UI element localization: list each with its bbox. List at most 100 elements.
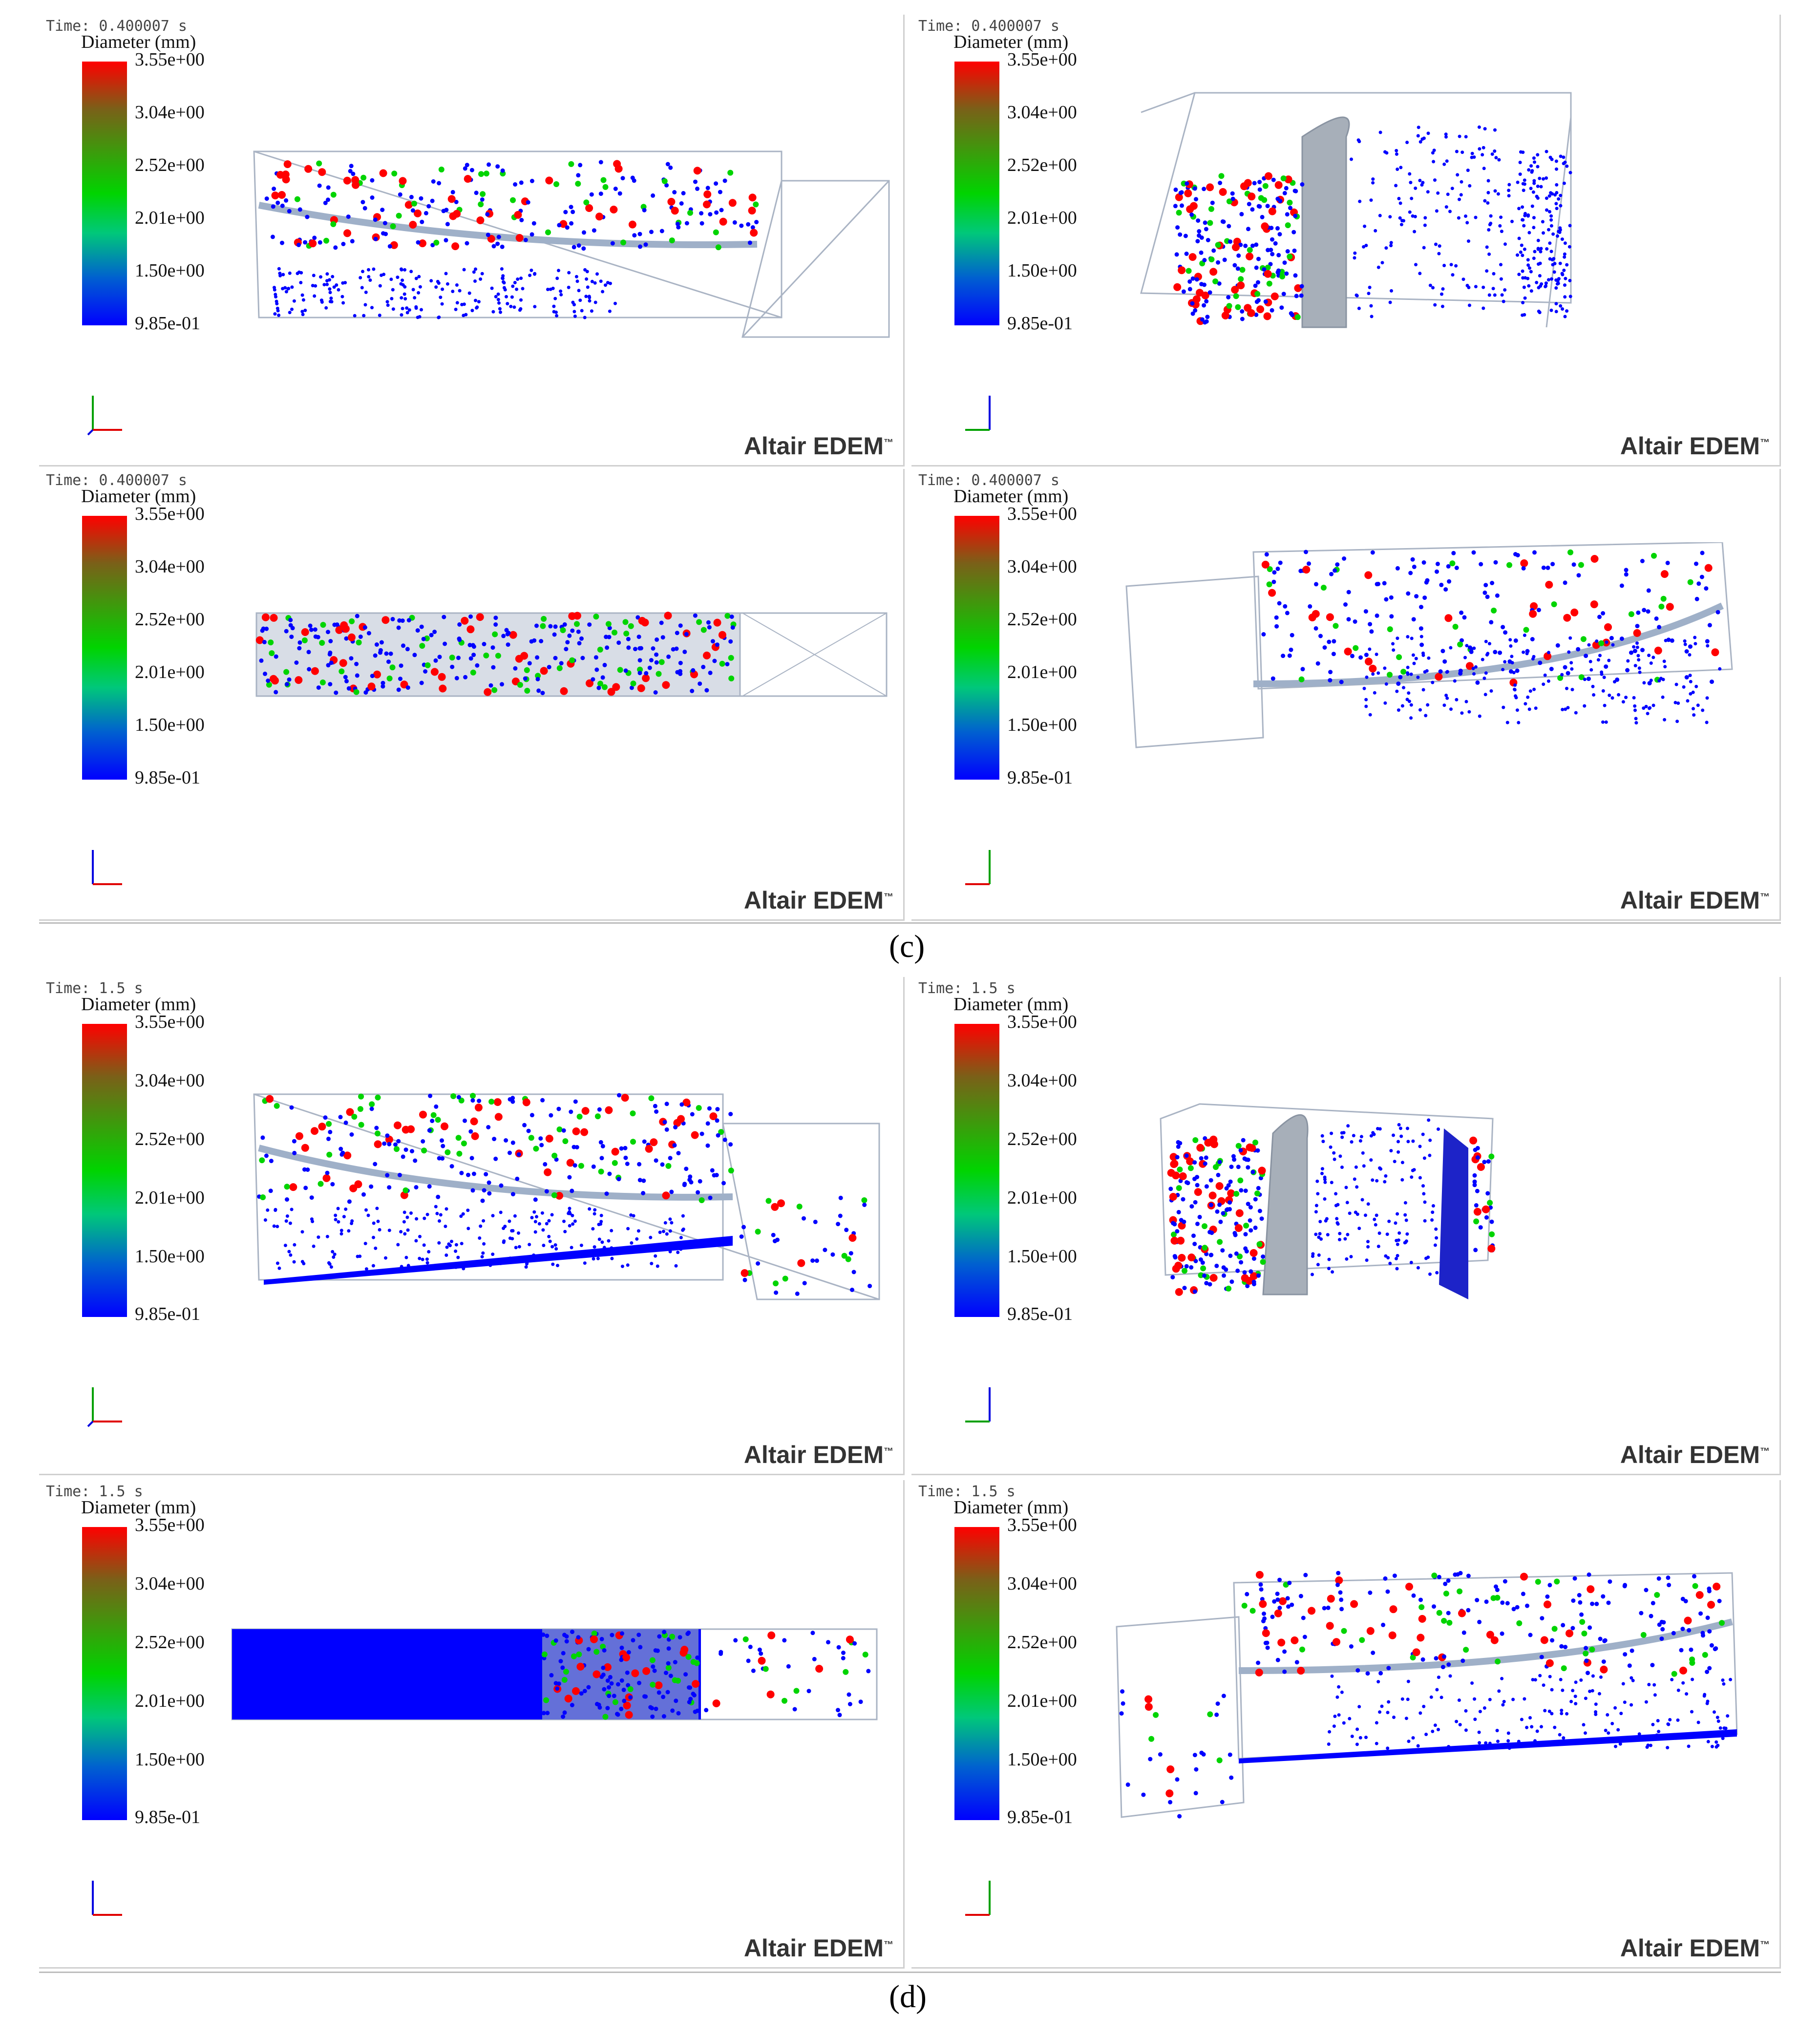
- particle: [665, 1232, 669, 1236]
- particle: [1257, 180, 1262, 185]
- particle: [586, 679, 593, 687]
- particle: [420, 308, 423, 312]
- particle: [1454, 264, 1458, 268]
- simulation-view[interactable]: [1151, 1099, 1503, 1314]
- particle: [1364, 1736, 1368, 1740]
- particle: [665, 1665, 672, 1671]
- particle: [1503, 660, 1507, 664]
- particle: [1208, 1191, 1217, 1200]
- particle: [612, 629, 617, 636]
- particle: [1565, 1712, 1569, 1716]
- particle: [547, 1234, 551, 1238]
- particle: [1433, 178, 1437, 182]
- simulation-view[interactable]: [1107, 1544, 1761, 1837]
- particle: [1694, 596, 1699, 601]
- viewport-panel-1[interactable]: Time: 0.400007 s Diameter (mm) 3.55e+00 …: [39, 15, 905, 467]
- particle: [328, 278, 331, 282]
- particle: [1266, 581, 1272, 588]
- particle: [272, 1224, 276, 1228]
- particle: [1396, 681, 1401, 686]
- particle: [535, 673, 541, 679]
- particle: [561, 1651, 566, 1655]
- simulation-view[interactable]: [244, 122, 899, 357]
- colorbar-label: 2.52e+00: [1007, 1129, 1077, 1149]
- particle: [1498, 224, 1502, 228]
- particle: [1650, 1663, 1655, 1668]
- particle: [1400, 669, 1407, 675]
- particle: [1422, 1156, 1426, 1160]
- viewport-panel-6[interactable]: Time: 1.5 s Diameter (mm) 3.55e+00 3.04e…: [911, 977, 1781, 1475]
- particle: [1548, 241, 1552, 245]
- particle: [379, 169, 387, 177]
- particle: [533, 272, 536, 276]
- particle: [690, 670, 698, 679]
- particle: [1564, 707, 1567, 711]
- particle: [1536, 238, 1540, 242]
- particle: [637, 1178, 642, 1183]
- particle: [1230, 196, 1235, 201]
- particle: [1469, 649, 1474, 654]
- particle: [598, 191, 603, 196]
- viewport-panel-8[interactable]: Time: 1.5 s Diameter (mm) 3.55e+00 3.04e…: [911, 1480, 1781, 1969]
- particle: [1628, 611, 1634, 617]
- particle: [1358, 655, 1363, 660]
- particle: [1303, 1572, 1308, 1577]
- axis-triad: [83, 1378, 137, 1431]
- simulation-view[interactable]: [244, 1084, 889, 1309]
- particle: [600, 1144, 605, 1148]
- particle: [676, 1151, 681, 1156]
- particle: [311, 1220, 315, 1223]
- particle: [1217, 1202, 1222, 1207]
- viewport-panel-7[interactable]: Time: 1.5 s Diameter (mm) 3.55e+00 3.04e…: [39, 1480, 905, 1969]
- particle: [1376, 1245, 1380, 1248]
- particle: [1389, 1605, 1397, 1613]
- particle: [260, 628, 265, 633]
- particle: [637, 1680, 641, 1685]
- particle: [1704, 586, 1709, 591]
- particle: [826, 1640, 830, 1645]
- viewport-panel-4[interactable]: Time: 0.400007 s Diameter (mm) 3.55e+00 …: [911, 469, 1781, 921]
- particle: [1237, 281, 1245, 290]
- particle: [1467, 239, 1470, 243]
- particle: [1258, 1582, 1263, 1587]
- particle: [1433, 303, 1437, 307]
- particle: [274, 690, 278, 695]
- particle: [664, 1671, 668, 1676]
- particle: [496, 297, 500, 301]
- particle: [1473, 1718, 1477, 1721]
- simulation-view[interactable]: [254, 611, 889, 703]
- particle: [601, 1672, 606, 1677]
- particle: [570, 1703, 574, 1707]
- particle: [529, 639, 534, 644]
- particle: [471, 653, 476, 658]
- particle: [1642, 706, 1646, 710]
- particle: [268, 639, 274, 646]
- particle: [1345, 1201, 1349, 1205]
- simulation-view[interactable]: [1117, 541, 1742, 772]
- particle: [528, 1135, 534, 1141]
- particle: [1533, 1678, 1537, 1682]
- particle: [574, 621, 580, 627]
- particle: [374, 1140, 382, 1148]
- particle: [1642, 608, 1647, 613]
- viewport-panel-3[interactable]: Time: 0.400007 s Diameter (mm) 3.55e+00 …: [39, 469, 905, 921]
- particle: [420, 219, 424, 224]
- viewport-panel-5[interactable]: Time: 1.5 s Diameter (mm) 3.55e+00 3.04e…: [39, 977, 905, 1475]
- particle: [331, 275, 335, 278]
- particle: [619, 1678, 624, 1683]
- particle: [426, 204, 431, 209]
- particle: [1342, 556, 1347, 561]
- particle: [739, 223, 744, 228]
- particle: [524, 667, 530, 673]
- particle: [1259, 1600, 1267, 1608]
- particle: [1516, 180, 1520, 184]
- particle: [429, 279, 433, 283]
- particle: [409, 194, 414, 199]
- simulation-view[interactable]: [1131, 88, 1586, 342]
- viewport-panel-2[interactable]: Time: 0.400007 s Diameter (mm) 3.55e+00 …: [911, 15, 1781, 467]
- particle: [569, 657, 575, 663]
- simulation-view[interactable]: [230, 1627, 879, 1724]
- particle: [347, 633, 356, 641]
- particle: [758, 1656, 766, 1665]
- particle: [571, 210, 575, 214]
